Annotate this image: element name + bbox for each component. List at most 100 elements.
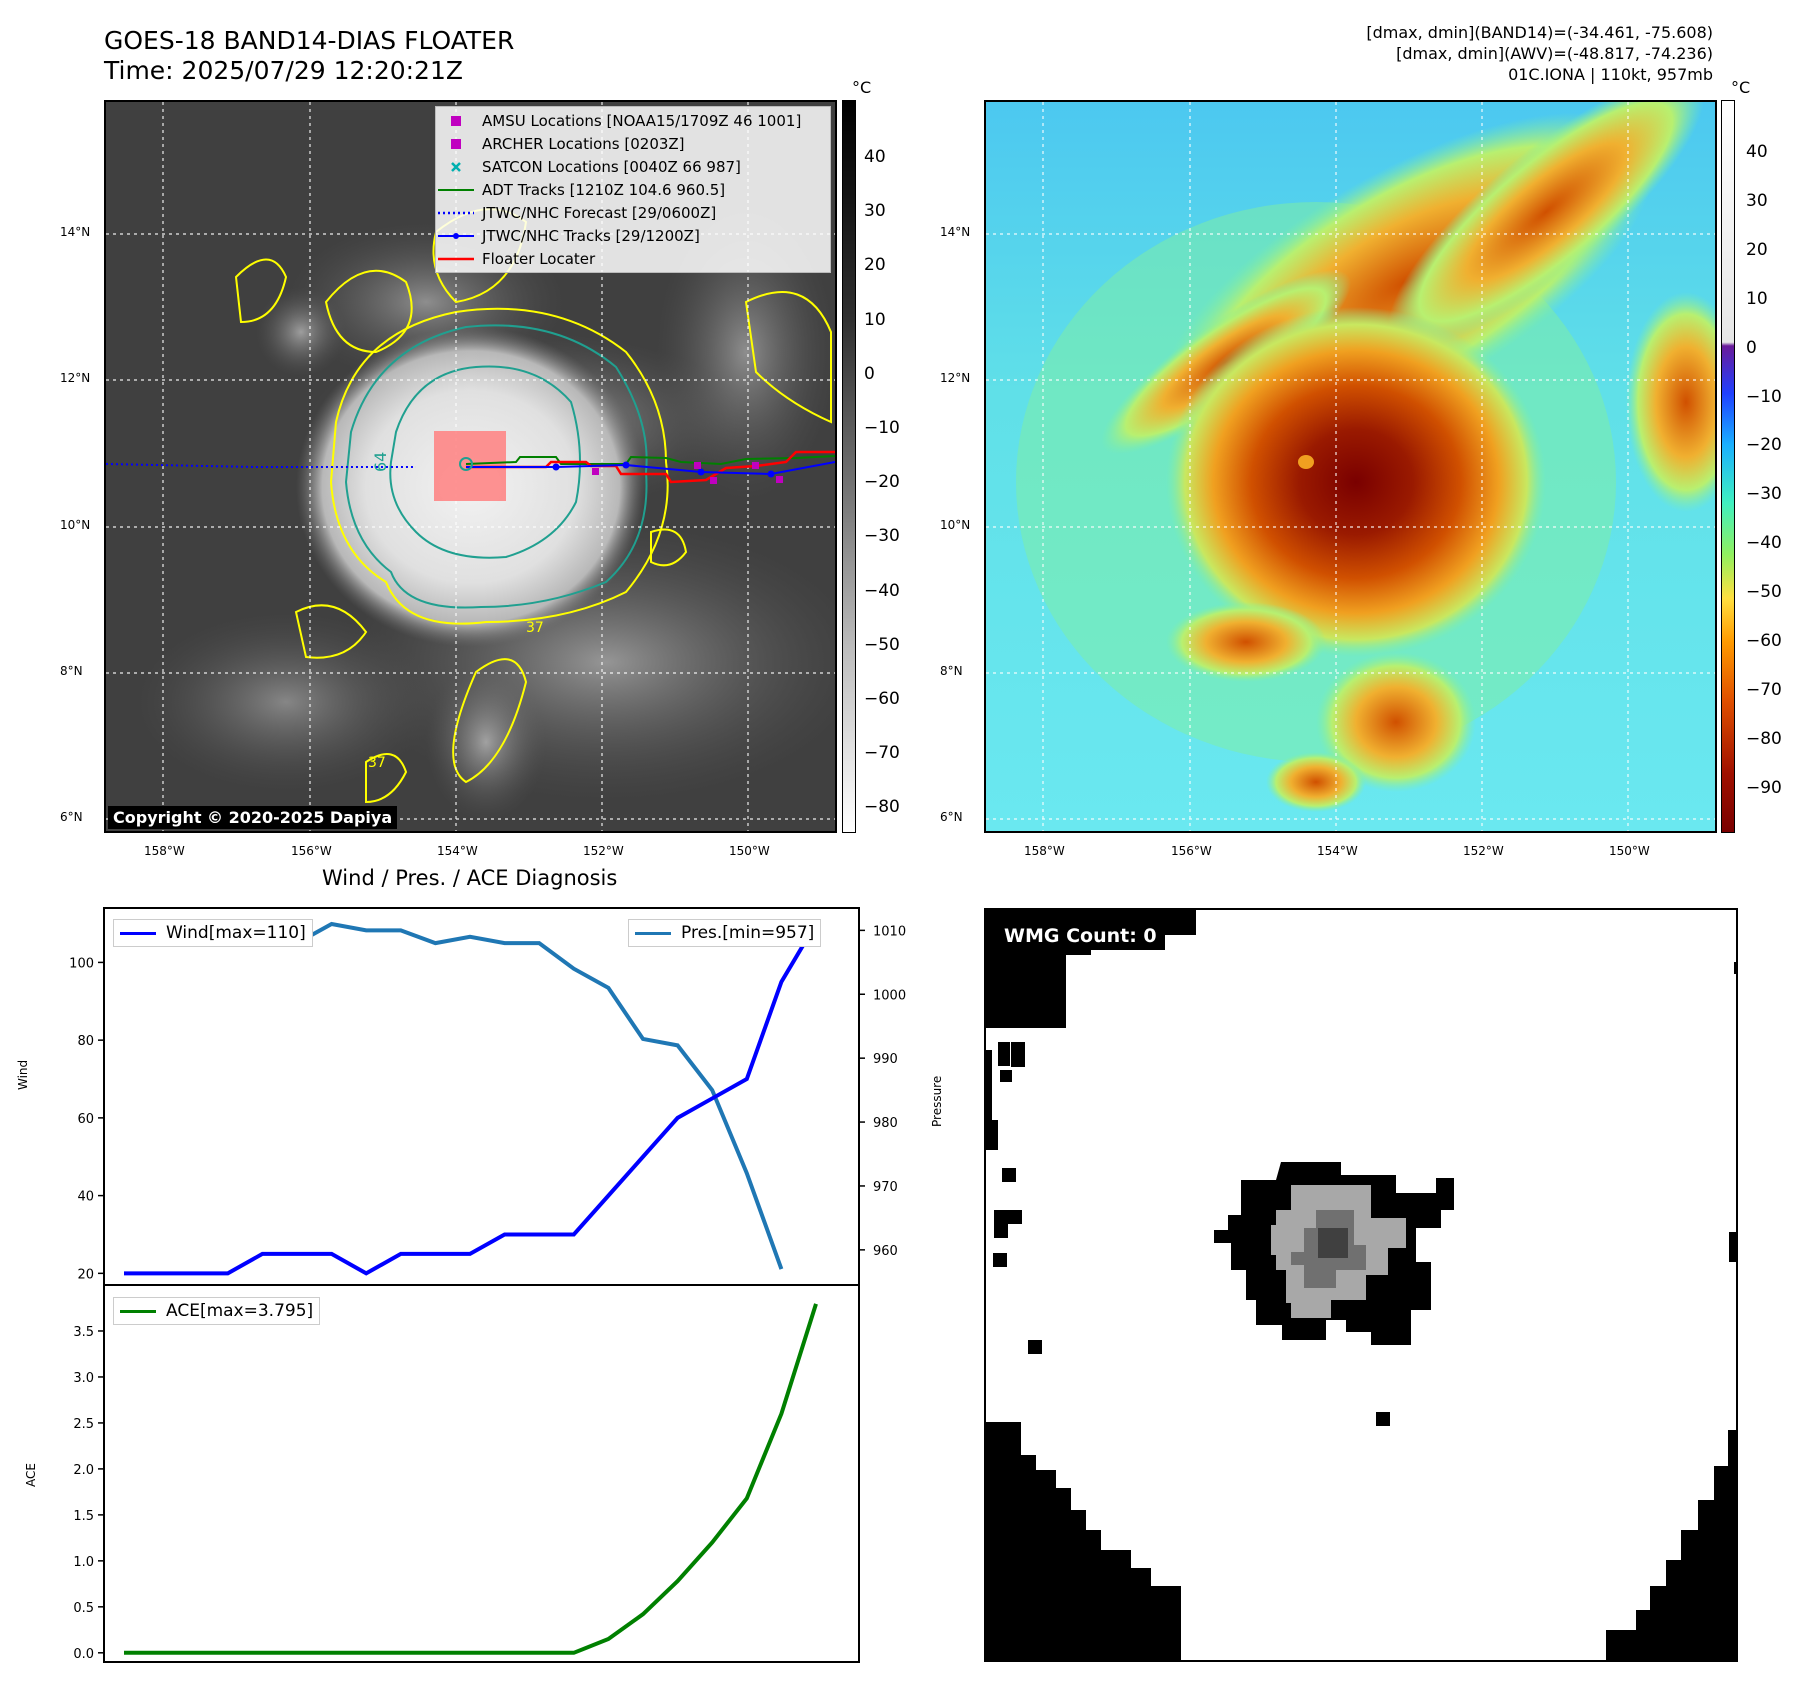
lat-tick-label: 14°N	[940, 225, 971, 239]
stats-info: [dmax, dmin](BAND14)=(-34.461, -75.608) …	[1366, 22, 1713, 85]
diagnosis-chart: 20 40 60 80 100 960 970 980 990 1000 1010 0.0 0.5 1.0…	[69, 907, 906, 1663]
ir-colorbar-tick: −10	[864, 418, 900, 438]
lat-tick-label: 10°N	[60, 518, 91, 532]
ir-colorbar	[842, 100, 856, 833]
lat-tick-label: 12°N	[60, 371, 91, 385]
legend-adt: ADT Tracks [1210Z 104.6 960.5]	[438, 178, 830, 201]
pressure-ytick-label: 980	[873, 1116, 898, 1131]
contour-label-37-b: 37	[368, 755, 386, 771]
awv-colorbar-tick: −90	[1746, 777, 1782, 798]
awv-colorbar-tick: 30	[1746, 190, 1768, 211]
wind-ytick-label: 80	[77, 1034, 94, 1049]
ace-ytick-label: 2.5	[73, 1417, 94, 1432]
jtwc-track	[466, 461, 835, 476]
square-marker-icon	[438, 113, 474, 129]
copyright-badge: Copyright © 2020-2025 Dapiya	[108, 806, 398, 829]
lon-tick-label: 156°W	[291, 844, 332, 858]
lon-tick-label: 156°W	[1171, 844, 1212, 858]
pressure-line	[124, 921, 784, 1270]
ace-ytick-label: 2.0	[73, 1463, 94, 1478]
wind-ytick-label: 100	[69, 956, 94, 971]
ir-colorbar-tick: 40	[864, 147, 886, 167]
wind-line	[124, 922, 818, 1276]
ir-colorbar-tick: −40	[864, 580, 900, 601]
awv-colorbar-tick: −60	[1746, 631, 1782, 651]
x-marker-icon	[438, 159, 474, 175]
contour-label-37-a: 37	[526, 620, 544, 636]
awv-colorbar-tick: −50	[1746, 582, 1782, 603]
ir-colorbar-tick: 30	[864, 201, 886, 222]
ace-ytick-label: 3.0	[73, 1371, 94, 1386]
ace-legend-line	[120, 1309, 156, 1313]
awv-colorbar-tick: −80	[1746, 728, 1782, 749]
awv-colorbar-unit: °C	[1731, 78, 1751, 97]
pressure-ytick-label: 990	[873, 1052, 898, 1067]
wind-ytick-label: 20	[77, 1267, 94, 1282]
adt-track	[465, 455, 835, 466]
wind-ylabel: Wind	[16, 1059, 30, 1090]
wind-legend: Wind[max=110]	[113, 919, 313, 947]
ace-line	[124, 1303, 818, 1655]
lat-tick-label: 12°N	[940, 371, 971, 385]
ir-colorbar-tick: 0	[864, 363, 875, 384]
ace-ytick-label: 1.0	[73, 1555, 94, 1570]
awv-colorbar-tick: −30	[1746, 484, 1782, 505]
awv-colorbar-tick: 0	[1746, 337, 1757, 358]
lat-tick-label: 14°N	[60, 225, 91, 239]
jtwc-forecast-track	[106, 463, 416, 468]
info-line-1: [dmax, dmin](BAND14)=(-34.461, -75.608)	[1366, 23, 1713, 42]
lat-tick-label: 8°N	[60, 664, 83, 678]
awv-colorbar-tick: 40	[1746, 142, 1768, 162]
wind-pressure-axes	[103, 907, 860, 1286]
storm-center	[459, 457, 473, 471]
legend-amsu: AMSU Locations [NOAA15/1709Z 46 1001]	[438, 109, 830, 132]
wind-legend-line	[120, 931, 156, 935]
title-line-2: Time: 2025/07/29 12:20:21Z	[104, 56, 463, 85]
title-line-1: GOES-18 BAND14-DIAS FLOATER	[104, 26, 515, 55]
awv-colorbar-tick: −10	[1746, 386, 1782, 407]
ace-ytick-label: 1.5	[73, 1509, 94, 1524]
lon-tick-label: 152°W	[583, 844, 624, 858]
pressure-ytick-label: 960	[873, 1244, 898, 1259]
ir-colorbar-tick: −60	[864, 689, 900, 709]
wmg-count-badge: WMG Count: 0	[996, 922, 1165, 950]
lon-tick-label: 154°W	[437, 844, 478, 858]
lat-tick-label: 8°N	[940, 664, 963, 678]
pressure-legend-line	[635, 931, 671, 935]
line-marker-icon	[438, 251, 474, 267]
wind-ytick-label: 40	[77, 1190, 94, 1205]
info-line-2: [dmax, dmin](AWV)=(-48.817, -74.236)	[1396, 44, 1713, 63]
figure-title: GOES-18 BAND14-DIAS FLOATER Time: 2025/0…	[104, 26, 514, 86]
ir-colorbar-tick: −80	[864, 797, 900, 818]
legend-forecast: JTWC/NHC Forecast [29/0600Z]	[438, 201, 830, 224]
legend-satcon: SATCON Locations [0040Z 66 987]	[438, 155, 830, 178]
info-line-3: 01C.IONA | 110kt, 957mb	[1508, 65, 1713, 84]
lat-tick-label: 10°N	[940, 518, 971, 532]
pressure-ylabel: Pressure	[930, 1075, 944, 1127]
pressure-legend: Pres.[min=957]	[628, 919, 822, 947]
ir-legend: AMSU Locations [NOAA15/1709Z 46 1001] AR…	[435, 106, 831, 273]
line-marker-icon	[438, 182, 474, 198]
lon-tick-label: 158°W	[1024, 844, 1065, 858]
ir-colorbar-tick: −20	[864, 472, 900, 493]
pressure-ytick-label: 970	[873, 1180, 898, 1195]
awv-colorbar-tick: −40	[1746, 533, 1782, 554]
contour-label-64: 64	[371, 452, 390, 472]
square-marker-icon	[438, 136, 474, 152]
lon-tick-label: 154°W	[1317, 844, 1358, 858]
wind-ytick-label: 60	[77, 1112, 94, 1127]
contour-teal-storm-inner	[389, 365, 581, 559]
ir-colorbar-tick: 10	[864, 309, 886, 330]
ir-colorbar-tick: −30	[864, 526, 900, 547]
awv-colorbar	[1721, 100, 1735, 833]
ace-ytick-label: 3.5	[73, 1325, 94, 1340]
lat-tick-label: 6°N	[940, 810, 963, 824]
pressure-ytick-label: 1010	[873, 924, 906, 939]
ir-colorbar-tick: 20	[864, 255, 886, 276]
ir-colorbar-tick: −70	[864, 743, 900, 764]
awv-colorbar-tick: 10	[1746, 288, 1768, 309]
line-dot-icon	[438, 228, 474, 244]
ir-image-panel: 64 37 37	[104, 100, 837, 833]
awv-colorbar-tick: −70	[1746, 679, 1782, 700]
dotted-line-icon	[438, 205, 474, 221]
